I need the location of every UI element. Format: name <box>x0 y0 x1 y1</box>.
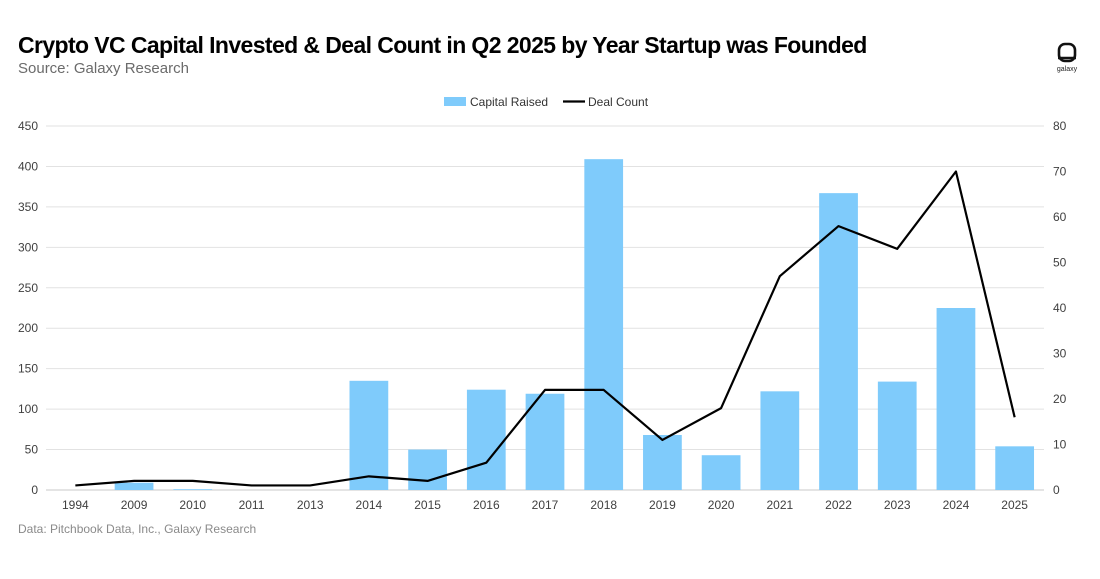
x-axis-tick-label: 2010 <box>179 498 206 512</box>
bar-2024 <box>936 308 976 490</box>
right-axis-tick-label: 30 <box>1053 347 1067 361</box>
data-source-note: Data: Pitchbook Data, Inc., Galaxy Resea… <box>18 522 257 536</box>
bar-2009 <box>114 482 154 490</box>
bar-2014 <box>349 380 389 490</box>
x-axis-tick-label: 2024 <box>943 498 970 512</box>
right-axis-tick-label: 20 <box>1053 392 1067 406</box>
bar-2015 <box>408 449 447 490</box>
bar-2025 <box>995 446 1035 490</box>
left-axis-tick-label: 350 <box>18 200 38 214</box>
bar-2010 <box>173 489 213 490</box>
x-axis-tick-label: 2018 <box>590 498 617 512</box>
right-axis-tick-label: 40 <box>1053 301 1067 315</box>
x-axis-tick-label: 2020 <box>708 498 735 512</box>
x-axis-tick-label: 2023 <box>884 498 911 512</box>
x-axis-tick-label: 2017 <box>532 498 559 512</box>
left-axis-tick-label: 250 <box>18 281 38 295</box>
x-axis-tick-label: 2021 <box>766 498 793 512</box>
bar-2017 <box>525 393 565 490</box>
bar-2019 <box>643 434 682 490</box>
x-axis-tick-label: 2014 <box>356 498 383 512</box>
bar-2018 <box>584 159 624 491</box>
x-axis-tick-label: 1994 <box>62 498 89 512</box>
x-axis-tick-label: 2022 <box>825 498 852 512</box>
galaxy-logo-icon <box>1057 42 1077 63</box>
bar-2023 <box>877 381 917 490</box>
right-axis-tick-label: 0 <box>1053 483 1060 497</box>
bar-2016 <box>466 389 506 490</box>
chart-title: Crypto VC Capital Invested & Deal Count … <box>18 32 867 58</box>
right-axis-tick-label: 10 <box>1053 438 1067 452</box>
x-axis-tick-label: 2009 <box>121 498 148 512</box>
right-axis-tick-label: 70 <box>1053 165 1067 179</box>
x-axis-tick-label: 2016 <box>473 498 500 512</box>
left-axis-tick-label: 200 <box>18 321 38 335</box>
legend-swatch-capital-raised <box>444 97 466 106</box>
x-axis-ticks: 1994 2009 2010 2011 2013 2014 2015 2016 2017 2018… <box>62 498 1028 512</box>
left-axis-tick-label: 100 <box>18 402 38 416</box>
bar-2022 <box>819 193 858 491</box>
bar-series <box>114 159 1035 491</box>
right-axis-tick-label: 80 <box>1053 119 1067 133</box>
right-axis-ticks: 0 10 20 30 40 50 60 70 80 <box>1053 119 1067 497</box>
left-axis-tick-label: 50 <box>25 443 39 457</box>
line-series <box>75 170 1016 487</box>
galaxy-logo-text: galaxy <box>1056 66 1078 73</box>
bar-2020 <box>701 455 741 490</box>
bar-2021 <box>760 391 800 490</box>
right-axis-tick-label: 60 <box>1053 210 1067 224</box>
legend: Capital Raised Deal Count <box>444 95 649 109</box>
x-axis-tick-label: 2013 <box>297 498 324 512</box>
left-axis-tick-label: 0 <box>31 483 38 497</box>
x-axis-tick-label: 2025 <box>1001 498 1028 512</box>
left-axis-tick-label: 400 <box>18 159 38 173</box>
left-axis-tick-label: 450 <box>18 119 38 133</box>
left-axis-tick-label: 300 <box>18 240 38 254</box>
left-axis-ticks: 0 50 100 150 200 250 300 350 400 450 <box>18 119 38 497</box>
left-axis-tick-label: 150 <box>18 362 38 376</box>
legend-label-deal-count: Deal Count <box>588 95 649 109</box>
x-axis-tick-label: 2019 <box>649 498 676 512</box>
right-axis-tick-label: 50 <box>1053 256 1067 270</box>
x-axis-tick-label: 2011 <box>239 498 265 512</box>
chart-subtitle: Source: Galaxy Research <box>18 60 189 77</box>
legend-label-capital-raised: Capital Raised <box>470 95 548 109</box>
x-axis-tick-label: 2015 <box>414 498 441 512</box>
